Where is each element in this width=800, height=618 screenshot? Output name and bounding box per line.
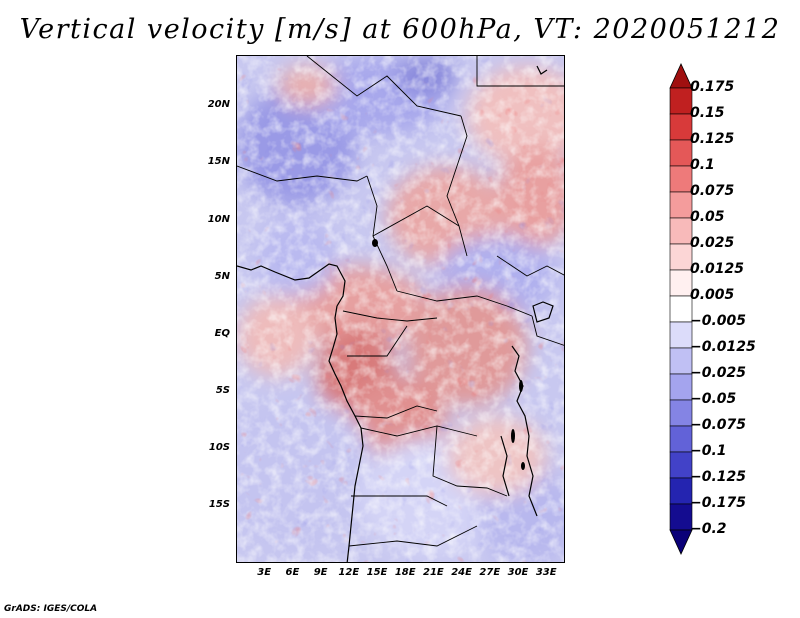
colorbar-level-label: −0.075 [690,417,747,433]
colorbar-segment [669,165,693,193]
colorbar-segment [669,347,693,375]
lon-tick-label: 18E [394,567,416,578]
colorbar-segment [669,191,693,219]
lon-tick-label: 3E [257,567,272,578]
lon-tick-label: 33E [535,567,557,578]
colorbar-level-label: −0.125 [690,469,747,485]
lon-tick-label: 30E [507,567,529,578]
map-panel [236,55,565,563]
lon-tick-label: 15E [366,567,388,578]
colorbar-level-label: −0.2 [690,521,727,537]
lon-tick-label: 6E [285,567,300,578]
colorbar-level-label: −0.1 [690,443,727,459]
lat-tick-label: 15S [208,498,230,510]
colorbar-segment [669,217,693,245]
colorbar-level-label: 0.125 [690,131,735,147]
lat-tick-label: 15N [207,156,230,168]
colorbar-segment [669,425,693,453]
inland-lakes [372,239,525,470]
lat-tick-label: 20N [207,99,230,111]
colorbar-segment [669,269,693,297]
colorbar-level-label: 0.005 [690,287,735,303]
lat-tick-label: EQ [214,327,230,339]
lat-tick-label: 10S [208,441,230,453]
colorbar-segment [669,451,693,479]
colorbar-level-label: −0.05 [690,391,737,407]
colorbar-segment [669,503,693,531]
colorbar-level-label: −0.025 [690,365,747,381]
lon-tick-label: 9E [313,567,328,578]
colorbar-level-label: −0.175 [690,495,747,511]
colorbar-level-label: 0.1 [690,157,715,173]
lon-tick-label: 12E [338,567,360,578]
colorbar-level-label: −0.0125 [690,339,756,355]
colorbar-segment [669,477,693,505]
colorbar-segment [669,321,693,349]
lat-tick-label: 5S [215,384,230,396]
colorbar-level-label: −0.005 [690,313,747,329]
colorbar-segment [669,87,693,115]
lon-tick-label: 24E [451,567,472,578]
colorbar-segment [669,113,693,141]
colorbar-top-arrow [669,63,693,89]
colorbar-level-label: 0.15 [690,105,725,121]
chart-title: Vertical velocity [m/s] at 600hPa, VT: 2… [19,14,781,45]
country-borders [237,56,564,547]
lat-tick-label: 10N [207,213,230,225]
colorbar-segment [669,373,693,401]
colorbar-level-label: 0.075 [690,183,735,199]
colorbar [669,63,693,555]
velocity-field-map [237,56,564,562]
lat-tick-label: 5N [214,270,230,282]
colorbar-level-label: 0.025 [690,235,735,251]
colorbar-level-label: 0.0125 [690,261,745,277]
colorbar-segment [669,243,693,271]
noise-white-layer [237,56,564,562]
colorbar-bottom-arrow [669,529,693,555]
colorbar-level-label: 0.175 [690,79,735,95]
colorbar-segment [669,295,693,323]
colorbar-level-label: 0.05 [690,209,725,225]
colorbar-segment [669,399,693,427]
lon-tick-label: 21E [423,567,444,578]
colorbar-segment [669,139,693,167]
credit-text: GrADS: IGES/COLA [4,604,98,614]
lon-tick-label: 27E [479,567,501,578]
